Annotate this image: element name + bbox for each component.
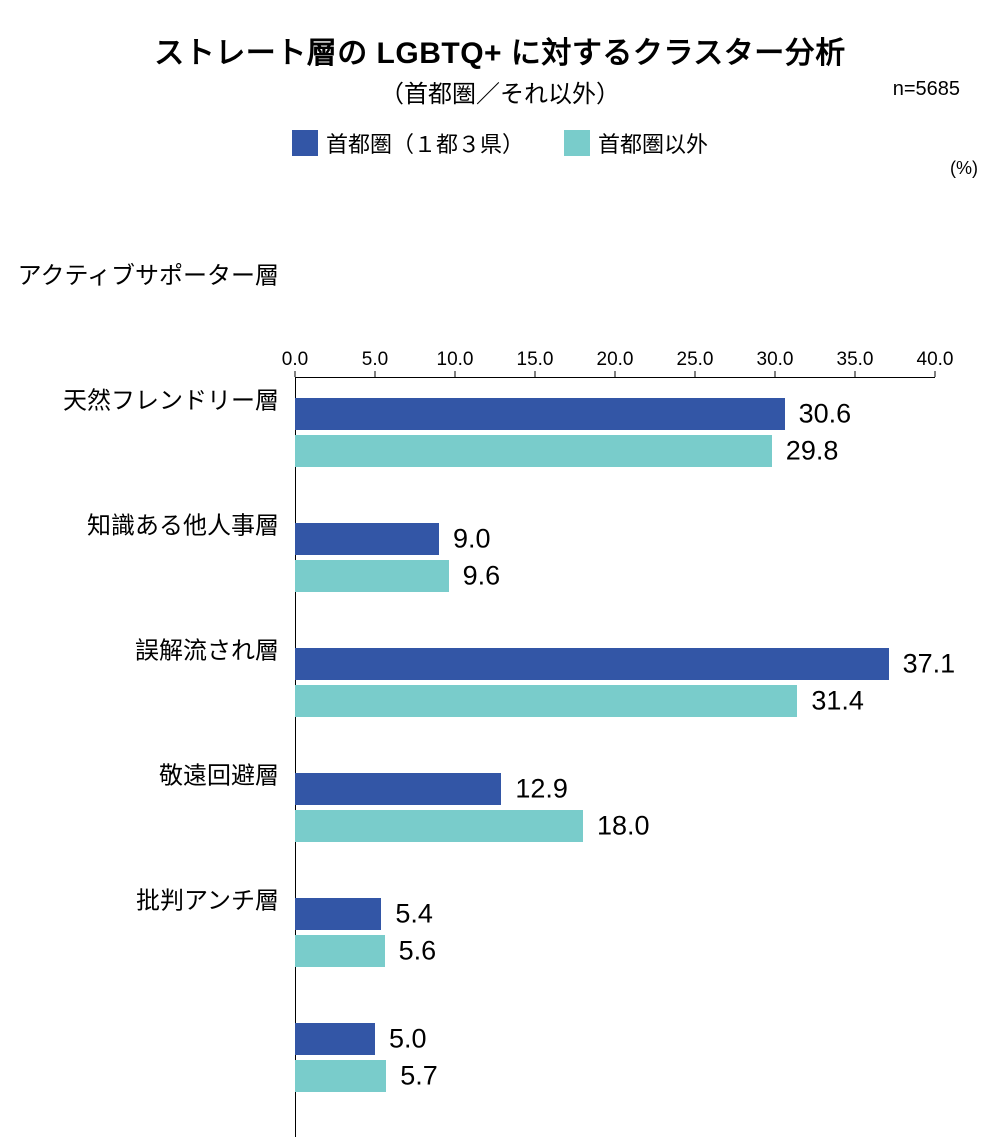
bar-series1 [295, 648, 889, 680]
x-tick-mark [775, 371, 776, 377]
bar-value-series2: 5.7 [400, 1060, 438, 1091]
bar-series1 [295, 523, 439, 555]
bar-value-series1: 30.6 [799, 398, 852, 429]
x-tick-label: 0.0 [282, 349, 308, 371]
x-tick-label: 25.0 [677, 349, 714, 371]
legend-item-series1: 首都圏（１都３県） [292, 127, 524, 159]
bar-series2 [295, 1060, 386, 1092]
x-tick-mark [615, 371, 616, 377]
x-tick-mark [295, 371, 296, 377]
bar-series2 [295, 435, 772, 467]
bar-value-series2: 5.6 [399, 935, 437, 966]
bar-series2 [295, 810, 583, 842]
plot-area: 0.05.010.015.020.025.030.035.040.030.629… [295, 377, 935, 1137]
axis-unit-label: (%) [950, 158, 978, 179]
legend-label-series2: 首都圏以外 [598, 127, 708, 159]
x-tick-mark [535, 371, 536, 377]
legend: 首都圏（１都３県） 首都圏以外 [0, 127, 1000, 159]
x-tick-mark [855, 371, 856, 377]
bar-series1 [295, 773, 501, 805]
x-tick-label: 40.0 [917, 349, 954, 371]
bar-value-series1: 37.1 [903, 648, 956, 679]
bar-series1 [295, 898, 381, 930]
x-tick-label: 20.0 [597, 349, 634, 371]
x-tick-label: 5.0 [362, 349, 388, 371]
x-axis-line [295, 377, 935, 378]
bar-value-series2: 9.6 [463, 560, 501, 591]
x-tick-mark [695, 371, 696, 377]
category-label: 敬遠回避層 [159, 756, 279, 791]
legend-swatch-series1 [292, 130, 318, 156]
bar-value-series1: 5.0 [389, 1023, 427, 1054]
bar-series1 [295, 398, 785, 430]
x-tick-mark [455, 371, 456, 377]
chart-subtitle: （首都圏／それ以外） [0, 74, 1000, 109]
bar-series1 [295, 1023, 375, 1055]
legend-label-series1: 首都圏（１都３県） [326, 127, 524, 159]
bar-series2 [295, 685, 797, 717]
x-tick-mark [935, 371, 936, 377]
x-tick-label: 35.0 [837, 349, 874, 371]
x-tick-label: 15.0 [517, 349, 554, 371]
bar-value-series2: 18.0 [597, 810, 650, 841]
x-tick-label: 10.0 [437, 349, 474, 371]
bar-value-series2: 29.8 [786, 435, 839, 466]
category-label: アクティブサポーター層 [18, 256, 279, 291]
bar-value-series1: 12.9 [515, 773, 568, 804]
bar-series2 [295, 560, 449, 592]
sample-size-label: n=5685 [893, 78, 960, 101]
category-label: 知識ある他人事層 [87, 506, 279, 541]
bar-value-series1: 5.4 [395, 898, 433, 929]
category-label: 誤解流され層 [135, 631, 279, 666]
category-label: 天然フレンドリー層 [63, 381, 279, 416]
x-tick-label: 30.0 [757, 349, 794, 371]
chart-title: ストレート層の LGBTQ+ に対するクラスター分析 [0, 0, 1000, 72]
x-tick-mark [375, 371, 376, 377]
bar-value-series1: 9.0 [453, 523, 491, 554]
legend-item-series2: 首都圏以外 [564, 127, 708, 159]
legend-swatch-series2 [564, 130, 590, 156]
bar-series2 [295, 935, 385, 967]
bar-value-series2: 31.4 [811, 685, 864, 716]
category-label: 批判アンチ層 [136, 881, 279, 916]
